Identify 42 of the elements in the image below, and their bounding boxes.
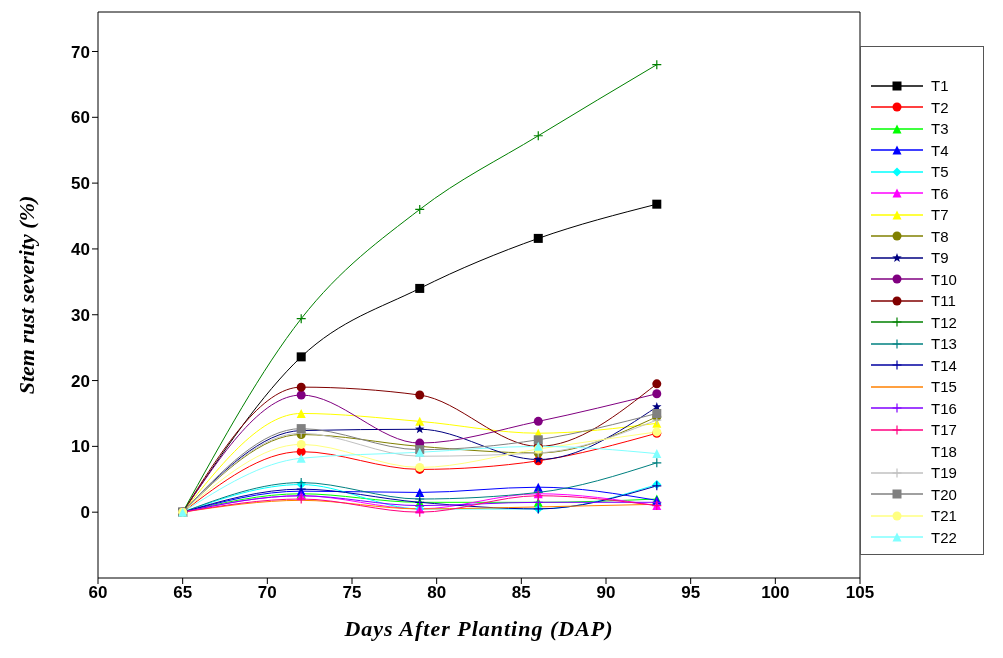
- x-axis-title: Days After Planting (DAP): [343, 616, 614, 641]
- x-tick-label: 80: [427, 583, 447, 603]
- y-tick-label: 50: [71, 174, 90, 194]
- y-tick-label: 70: [71, 42, 90, 62]
- y-tick-label: 40: [71, 239, 90, 259]
- x-tick-label: 85: [511, 583, 531, 603]
- x-tick-label: 60: [88, 583, 108, 603]
- legend-label: T12: [931, 313, 957, 331]
- text: T18: [931, 442, 957, 460]
- x-tick-label: 90: [596, 583, 616, 603]
- x-tick-label: 75: [342, 583, 362, 603]
- y-tick-label: 60: [71, 108, 90, 128]
- legend-label: T16: [931, 399, 957, 417]
- legend-label: T13: [931, 335, 957, 353]
- x-tick-label: 65: [173, 583, 193, 603]
- y-tick-label: 10: [71, 437, 90, 457]
- legend-label: T17: [931, 421, 957, 439]
- legend-label: T14: [931, 356, 957, 374]
- x-tick-label: 105: [845, 583, 875, 603]
- legend-label: T10: [931, 270, 957, 288]
- legend-label: T22: [931, 528, 957, 546]
- legend-label: T15: [931, 378, 957, 396]
- x-tick-label: 100: [761, 583, 790, 603]
- y-tick-label: 0: [80, 503, 90, 523]
- legend-label: T7: [931, 206, 949, 224]
- legend-label: T8: [931, 227, 949, 245]
- legend-label: T21: [931, 507, 957, 525]
- legend-label: T5: [931, 163, 949, 181]
- x-tick-label: 70: [257, 583, 277, 603]
- legend-label: T9: [931, 249, 949, 267]
- x-tick-label: 95: [681, 583, 701, 603]
- legend-label: T6: [931, 184, 949, 202]
- legend-label: T11: [931, 292, 956, 310]
- y-tick-label: 20: [71, 371, 90, 391]
- legend-label: T4: [931, 141, 949, 159]
- legend-label: T1: [931, 77, 949, 95]
- y-tick-label: 30: [71, 305, 90, 325]
- legend-label: T20: [931, 485, 957, 503]
- legend-label: T2: [931, 98, 949, 116]
- y-axis-title: Stem rust severity (%): [13, 195, 39, 395]
- legend-label: T3: [931, 120, 949, 138]
- legend-label: T19: [931, 464, 957, 482]
